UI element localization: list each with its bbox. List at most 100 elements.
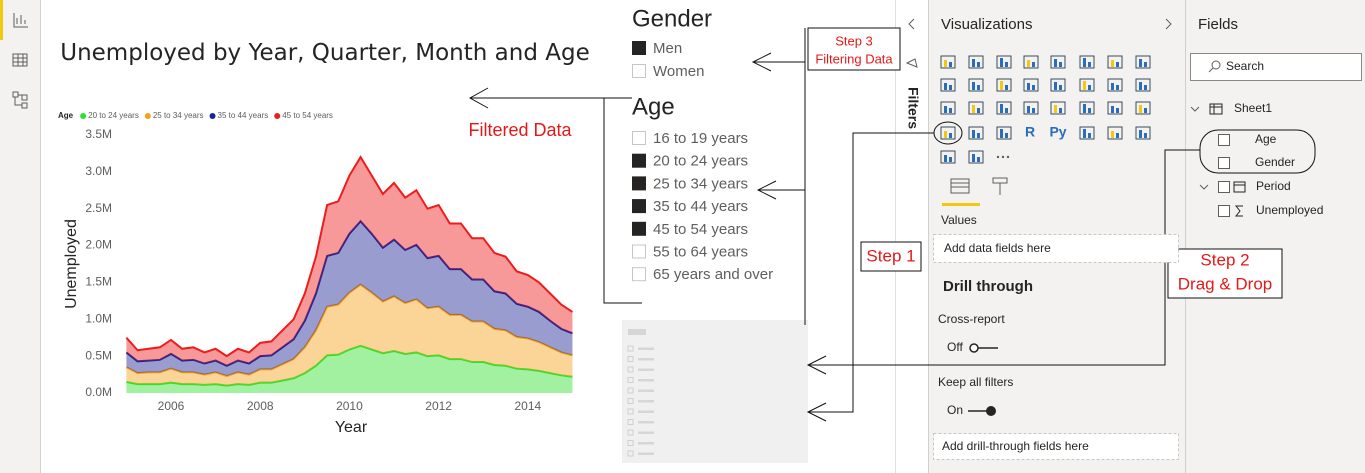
- viz-icon[interactable]: [996, 126, 1012, 140]
- viz-icon-fill: [944, 60, 947, 67]
- viz-icon[interactable]: [996, 55, 1012, 69]
- setting-label: Keep all filters: [938, 375, 1013, 389]
- viz-icon[interactable]: [940, 78, 956, 92]
- viz-icon[interactable]: [1023, 55, 1039, 69]
- viz-icon[interactable]: [940, 150, 956, 164]
- toggle-state: On: [947, 403, 963, 417]
- viz-icon[interactable]: [1050, 55, 1066, 69]
- calendar-icon: [1233, 181, 1246, 193]
- y-tick-label: 3.5M: [85, 127, 112, 141]
- viz-icon[interactable]: [968, 150, 984, 164]
- viz-icon[interactable]: [968, 101, 984, 115]
- viz-icon-frame: [1023, 55, 1039, 69]
- field-checkbox[interactable]: [1218, 157, 1230, 169]
- model-icon[interactable]: [12, 91, 28, 109]
- viz-icon-fill: [1000, 58, 1003, 67]
- data-icon[interactable]: [12, 53, 28, 67]
- area-fill: [126, 221, 573, 377]
- placeholder-box: [627, 429, 634, 436]
- highlight-oval: [1199, 129, 1316, 174]
- viz-icon[interactable]: [1107, 78, 1123, 92]
- viz-icon[interactable]: [1023, 78, 1039, 92]
- search-box[interactable]: [1190, 53, 1362, 81]
- viz-icon[interactable]: [1135, 55, 1151, 69]
- slicer-item: 45 to 54 years: [653, 221, 748, 238]
- slicer-checkbox[interactable]: [632, 199, 646, 214]
- more-icon[interactable]: [996, 155, 1010, 159]
- chevron[interactable]: [1190, 106, 1200, 112]
- slicer-checkbox[interactable]: [632, 221, 646, 236]
- viz-icon[interactable]: [940, 55, 956, 69]
- viz-icon-fill: [949, 62, 952, 67]
- y-tick-label: 2.0M: [85, 238, 112, 252]
- viz-icon-frame: [996, 55, 1012, 69]
- viz-icon[interactable]: [1079, 101, 1095, 115]
- field-checkbox[interactable]: [1218, 134, 1230, 146]
- viz-icon-fill: [977, 157, 980, 162]
- slicer-checkbox[interactable]: [632, 267, 646, 282]
- viz-icon[interactable]: [996, 101, 1012, 115]
- viz-icon[interactable]: [968, 126, 984, 140]
- fields-tab[interactable]: [950, 178, 970, 194]
- viz-icon[interactable]: [1050, 78, 1066, 92]
- field-checkbox[interactable]: [1218, 205, 1230, 217]
- viz-icon-frame: [968, 126, 984, 140]
- setting-label: Cross-report: [938, 312, 1005, 326]
- report-icon[interactable]: [13, 13, 28, 28]
- viz-icon-fill: [1000, 81, 1003, 90]
- slicer-checkbox[interactable]: [632, 244, 646, 259]
- slicer-checkbox[interactable]: [632, 176, 646, 191]
- viz-icon-fill: [1111, 131, 1114, 138]
- viz-icon-r[interactable]: R: [1025, 124, 1035, 140]
- viz-icon[interactable]: [968, 78, 984, 92]
- slicers: Men Women 16 to 19 years 20 to 24 years 25 t…: [632, 40, 773, 283]
- viz-icon[interactable]: [1107, 55, 1123, 69]
- area-fill: [126, 345, 573, 393]
- expand-icon[interactable]: [1165, 18, 1172, 30]
- viz-icon-py[interactable]: Py: [1049, 124, 1066, 140]
- viz-icon[interactable]: [1135, 126, 1151, 140]
- viz-icon[interactable]: [1107, 101, 1123, 115]
- toggle-on[interactable]: [968, 406, 996, 416]
- slicer-checkbox[interactable]: [632, 153, 646, 168]
- viz-icon[interactable]: [1079, 78, 1095, 92]
- slicer-checkbox[interactable]: [632, 131, 646, 145]
- field-checkbox[interactable]: [1218, 181, 1230, 193]
- slicer-checkbox[interactable]: [632, 41, 646, 55]
- slicer-checkbox[interactable]: [632, 64, 646, 78]
- collapse-icon[interactable]: [908, 18, 915, 30]
- viz-icon[interactable]: [940, 126, 956, 140]
- viz-icon[interactable]: [940, 101, 956, 115]
- viz-icon-fill: [1144, 62, 1147, 67]
- format-tab[interactable]: [992, 177, 1008, 195]
- nav-bar: [0, 0, 40, 473]
- viz-icon-fill: [1032, 62, 1035, 67]
- viz-icon[interactable]: [1050, 101, 1066, 115]
- viz-icon[interactable]: [1079, 126, 1095, 140]
- viz-icon[interactable]: [1135, 78, 1151, 92]
- viz-icon[interactable]: [996, 78, 1012, 92]
- placeholder-line: [638, 442, 654, 445]
- chart: 0.0M 0.5M 1.0M 1.5M 2.0M 2.5M 3.0M 3.5M 2006 2008…: [58, 111, 573, 413]
- viz-icon-fill: [944, 106, 947, 113]
- viz-icon-frame: [1079, 101, 1095, 115]
- viz-icon[interactable]: [1023, 101, 1039, 115]
- viz-icon[interactable]: [968, 55, 984, 69]
- viz-icon-frame: [940, 101, 956, 115]
- viz-icon[interactable]: [1107, 126, 1123, 140]
- placeholder-box: [627, 440, 634, 446]
- viz-icon[interactable]: [1079, 55, 1095, 69]
- filters-title[interactable]: Filters: [905, 87, 921, 129]
- drop-zone[interactable]: [933, 234, 1179, 263]
- viz-icon-fill: [1083, 58, 1086, 67]
- toggle-off[interactable]: [969, 343, 998, 353]
- viz-icon[interactable]: [1135, 101, 1151, 115]
- viz-icon-fill: [972, 82, 975, 90]
- slicer-item: 65 years and over: [653, 266, 773, 283]
- viz-icon-fill: [1116, 62, 1119, 67]
- drop-zone[interactable]: [933, 433, 1179, 460]
- viz-icon-fill: [1144, 108, 1147, 113]
- search-icon: [1208, 60, 1221, 73]
- toggle-state: Off: [947, 340, 963, 354]
- filter-icon: [905, 58, 918, 68]
